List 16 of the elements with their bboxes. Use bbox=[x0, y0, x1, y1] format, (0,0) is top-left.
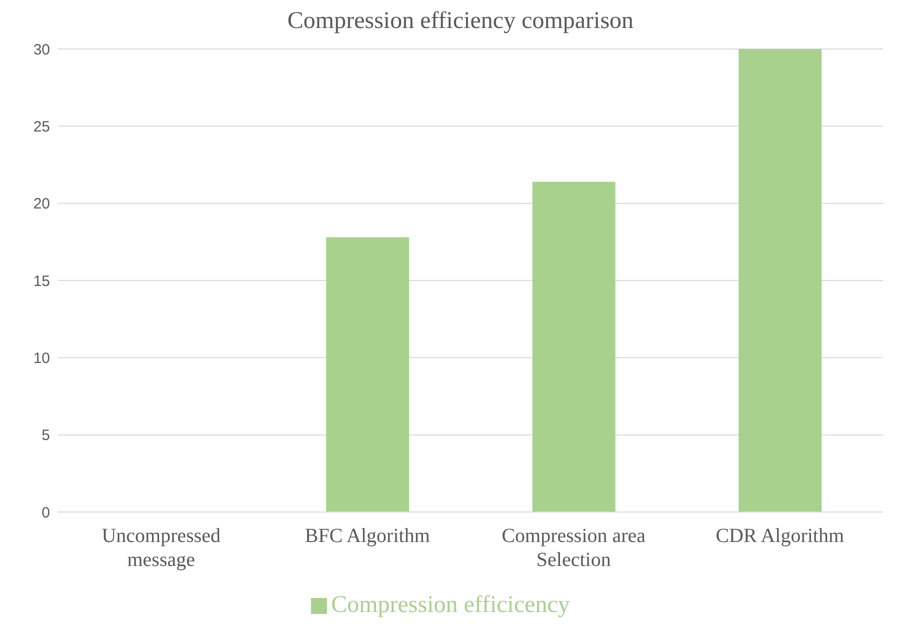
legend-label: Compression efficicency bbox=[331, 592, 570, 618]
bar bbox=[738, 49, 822, 512]
y-tick-label: 5 bbox=[42, 427, 50, 444]
chart-title: Compression efficiency comparison bbox=[286, 8, 635, 35]
y-tick-label: 30 bbox=[33, 41, 50, 58]
bar bbox=[326, 237, 410, 512]
x-tick-label: Compression area Selection bbox=[502, 525, 646, 571]
y-tick-label: 15 bbox=[33, 272, 50, 290]
x-tick-label: BFC Algorithm bbox=[304, 525, 430, 547]
x-tick-label: Uncompressed message bbox=[102, 525, 221, 571]
y-tick-label: 20 bbox=[33, 196, 50, 213]
y-tick-label: 25 bbox=[33, 118, 50, 136]
y-tick-label: 0 bbox=[42, 504, 50, 522]
bar bbox=[532, 182, 616, 512]
y-tick-label: 10 bbox=[33, 350, 50, 367]
x-tick-label: CDR Algorithm bbox=[716, 525, 844, 547]
